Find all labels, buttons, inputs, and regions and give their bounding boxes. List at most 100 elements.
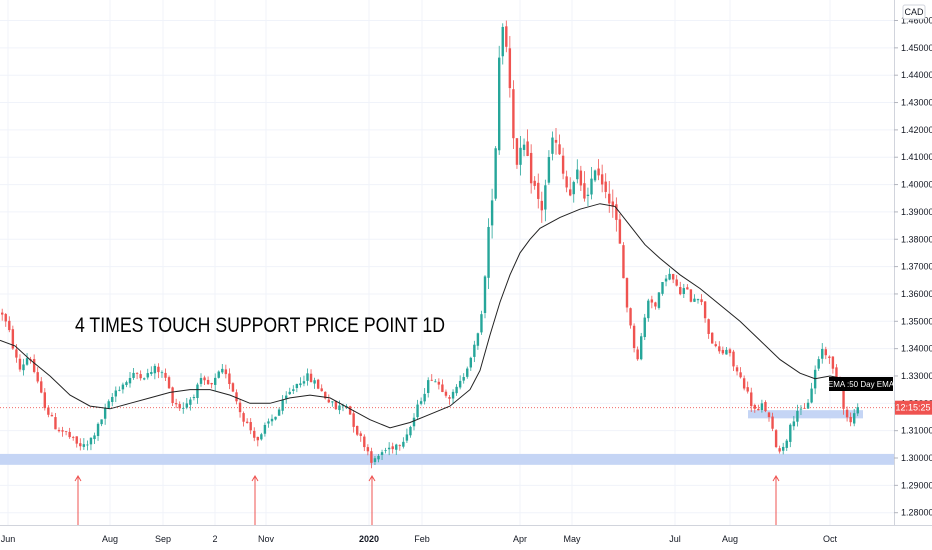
- grid: [0, 0, 894, 525]
- candle-body: [760, 403, 764, 410]
- candle-body: [206, 379, 210, 385]
- candle-body: [774, 430, 778, 448]
- candle-body: [437, 381, 441, 385]
- candle-body: [370, 451, 373, 463]
- candle-body: [412, 417, 416, 427]
- candle-body: [25, 358, 29, 365]
- candle-body: [334, 400, 338, 410]
- candle-body: [533, 180, 536, 186]
- candle-body: [366, 447, 370, 452]
- candle-body: [82, 444, 86, 447]
- candle-body: [831, 356, 835, 369]
- candle-body: [292, 389, 295, 391]
- candle-body: [68, 431, 71, 438]
- x-tick-label: 2020: [359, 534, 379, 544]
- candle-body: [103, 408, 107, 419]
- candle-body: [434, 381, 437, 383]
- candle-body: [810, 388, 813, 403]
- candle-body: [668, 273, 671, 280]
- candle-body: [196, 384, 199, 399]
- candle-body: [36, 372, 39, 382]
- candle-body: [618, 219, 622, 244]
- ema-line: [0, 203, 859, 429]
- currency-badge: CAD: [902, 4, 926, 20]
- candle-body: [427, 380, 430, 393]
- candle-body: [473, 344, 476, 357]
- candle-body: [782, 446, 785, 451]
- candle-body: [18, 358, 22, 370]
- y-tick-label: 1.30000: [901, 453, 932, 463]
- candle-body: [799, 408, 803, 410]
- candle-body: [224, 369, 228, 375]
- candle-body: [579, 170, 583, 186]
- candle-body: [199, 378, 203, 384]
- candle-body: [806, 402, 810, 409]
- candle-body: [402, 441, 405, 447]
- candle-body: [221, 368, 224, 373]
- candle-body: [238, 402, 242, 413]
- candle-body: [182, 407, 185, 409]
- candle-body: [107, 401, 110, 409]
- time-axis[interactable]: Jun Aug Sep 2 Nov 2020 Feb Apr May Jul Aug Oct: [1, 534, 838, 544]
- candle-body: [100, 419, 103, 425]
- candle-body: [636, 349, 639, 360]
- candle-body: [711, 332, 714, 344]
- candle-body: [451, 391, 455, 399]
- candle-body: [185, 403, 188, 408]
- candle-body: [785, 440, 788, 448]
- touch-arrows: [74, 475, 780, 525]
- candle-body: [849, 416, 852, 423]
- candle-body: [529, 152, 533, 184]
- candle-body: [679, 287, 682, 295]
- candle-body: [462, 377, 465, 381]
- candle-body: [522, 144, 526, 150]
- x-tick-label: 2: [212, 534, 217, 544]
- candle-body: [47, 407, 50, 415]
- candle-body: [380, 452, 384, 455]
- candle-body: [281, 399, 284, 411]
- candle-body: [750, 392, 753, 407]
- y-tick-label: 1.33000: [901, 371, 932, 381]
- candle-body: [309, 373, 313, 383]
- ema-legend-box: EMA :50 Day EMA: [828, 377, 895, 391]
- candle-body: [359, 433, 362, 436]
- candle-body: [700, 299, 703, 303]
- touch-arrow-head: [772, 475, 780, 482]
- candle-body: [135, 372, 139, 374]
- candle-body: [519, 147, 522, 165]
- candle-body: [778, 448, 781, 452]
- candle-body: [675, 279, 678, 286]
- candle-body: [295, 383, 299, 389]
- candle-body: [561, 155, 565, 174]
- candle-body: [57, 429, 61, 432]
- candle-body: [487, 226, 490, 278]
- candle-body: [267, 421, 270, 424]
- candle-body: [483, 276, 487, 313]
- candle-body: [40, 381, 43, 393]
- candle-body: [753, 405, 756, 409]
- candle-body: [210, 382, 213, 385]
- candle-body: [498, 57, 501, 151]
- candle-body: [458, 380, 462, 388]
- x-tick-label: Oct: [823, 534, 838, 544]
- x-tick-label: Jul: [669, 534, 681, 544]
- touch-arrow-head: [251, 475, 259, 482]
- candle-body: [331, 401, 334, 403]
- candle-body: [384, 450, 387, 452]
- candle-body: [593, 170, 597, 181]
- candle-body: [565, 176, 568, 188]
- candle-body: [320, 388, 323, 392]
- candle-body: [316, 379, 320, 389]
- candle-body: [11, 329, 15, 349]
- candle-body: [842, 387, 845, 409]
- y-tick-label: 1.44000: [901, 70, 932, 80]
- candle-body: [590, 178, 593, 195]
- candle-body: [671, 273, 675, 280]
- candle-body: [693, 298, 696, 302]
- x-tick-label: Aug: [102, 534, 118, 544]
- candle-body: [8, 320, 11, 331]
- candle-body: [508, 48, 512, 89]
- x-tick-label: Jun: [1, 534, 16, 544]
